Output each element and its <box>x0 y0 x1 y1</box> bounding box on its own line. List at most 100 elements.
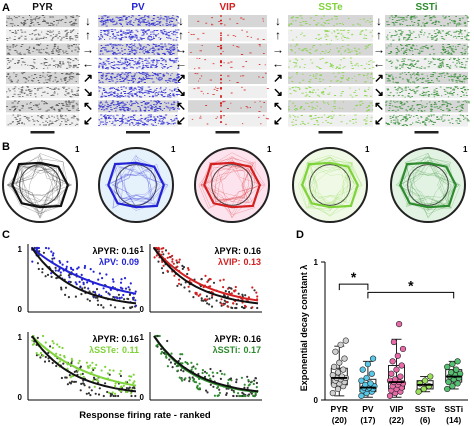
scale-bar <box>318 131 343 134</box>
cell-tuning-trace <box>20 165 73 205</box>
raster-spikes <box>6 29 79 41</box>
cell-tuning-trace <box>119 161 164 211</box>
data-point <box>415 388 422 395</box>
raster-spikes <box>220 15 222 25</box>
cell-type-label-sste: SSTe <box>318 2 343 13</box>
panel-label-c: C <box>2 229 10 241</box>
cell-tuning-trace <box>104 156 157 199</box>
raster-spikes <box>197 17 264 26</box>
raster-spikes <box>6 100 80 112</box>
raster-spikes <box>6 57 80 70</box>
arrow-left-icon: ← <box>175 57 187 71</box>
raster-spikes <box>193 86 269 96</box>
cell-tuning-trace <box>300 156 363 198</box>
arrow-up-left-icon: ↖ <box>83 99 93 113</box>
y-min-label: 0 <box>18 393 23 402</box>
count-label: (14) <box>446 415 461 425</box>
cell-tuning-trace <box>310 156 357 207</box>
mean-tuning-trace <box>399 161 457 209</box>
polar-inner-circle <box>211 164 253 206</box>
polar-inner-circle <box>309 164 351 206</box>
arrow-up-right-icon: ↗ <box>273 71 283 85</box>
cell-tuning-trace <box>214 165 265 203</box>
polar-scale-label: 1 <box>267 145 272 154</box>
polar-scale-label: 1 <box>463 145 468 154</box>
arrow-down-left-icon: ↙ <box>83 113 93 127</box>
cell-tuning-trace <box>216 165 246 201</box>
data-point <box>393 366 400 373</box>
cell-tuning-trace <box>405 152 452 219</box>
raster-spikes <box>385 71 469 84</box>
data-point <box>341 355 348 362</box>
raster-spikes <box>290 43 371 55</box>
arrow-up-icon: ↑ <box>275 28 281 42</box>
raster-band <box>288 29 373 42</box>
raster-spikes <box>6 71 81 84</box>
polar-inner-circle <box>115 164 157 206</box>
scatter-points <box>33 246 137 310</box>
raster-spikes <box>99 43 180 56</box>
category-label: SSTi <box>444 404 463 414</box>
y-max-label: 1 <box>140 245 145 254</box>
arrow-up-icon: ↑ <box>178 28 184 42</box>
y-min-label: 0 <box>140 393 145 402</box>
data-point <box>359 366 366 373</box>
arrow-up-left-icon: ↖ <box>273 99 283 113</box>
arrow-up-right-icon: ↗ <box>83 71 93 85</box>
raster-band <box>188 114 267 127</box>
fit-curve <box>31 335 137 387</box>
cell-type-label-pv: PV <box>131 2 145 13</box>
raster-spikes <box>98 86 180 98</box>
significance-star: * <box>351 269 357 285</box>
data-point <box>386 392 394 399</box>
cell-tuning-trace <box>407 164 449 206</box>
lambda-compare-label: λSSTe: 0.11 <box>89 345 139 355</box>
category-label: PV <box>362 404 374 414</box>
arrow-down-icon: ↓ <box>85 14 91 28</box>
data-point <box>370 355 377 362</box>
raster-band <box>288 100 373 113</box>
raster-spikes <box>385 114 470 126</box>
mean-tuning-trace <box>107 161 165 209</box>
lambda-ref-label: λPYR: 0.16 <box>214 334 261 344</box>
raster-spikes <box>289 114 373 126</box>
cell-tuning-trace <box>311 160 353 205</box>
raster-spikes <box>386 86 470 98</box>
panel-label-a: A <box>2 2 10 14</box>
polar-scale-label: 1 <box>75 145 80 154</box>
y-max-label: 1 <box>18 245 23 254</box>
arrow-down-left-icon: ↙ <box>374 113 384 127</box>
arrow-up-right-icon: ↗ <box>374 71 384 85</box>
data-point <box>388 370 395 377</box>
cell-tuning-trace <box>404 156 455 208</box>
count-label: (17) <box>360 415 375 425</box>
fit-curve <box>153 335 259 393</box>
data-point <box>444 385 451 393</box>
raster-spikes <box>220 74 222 84</box>
polar-scale-label: 1 <box>171 145 176 154</box>
arrow-down-icon: ↓ <box>275 14 281 28</box>
lambda-compare-symbol: λPV: <box>99 257 119 267</box>
raster-spikes <box>386 15 470 27</box>
raster-band <box>188 71 267 84</box>
cell-tuning-trace <box>7 168 57 219</box>
arrow-up-left-icon: ↖ <box>176 99 186 113</box>
cell-tuning-trace <box>205 161 256 215</box>
raster-band <box>288 86 373 99</box>
arrow-down-right-icon: ↘ <box>176 85 186 99</box>
raster-band <box>188 100 267 113</box>
raster-spikes <box>220 44 222 55</box>
arrow-down-left-icon: ↙ <box>273 113 283 127</box>
cell-tuning-trace <box>309 156 348 215</box>
data-point <box>453 366 460 373</box>
raster-spikes <box>98 57 180 70</box>
cell-tuning-trace <box>11 164 62 218</box>
panel-label-b: B <box>2 141 10 153</box>
category-label: VIP <box>390 404 404 414</box>
raster-spikes <box>98 29 180 41</box>
significance-bracket <box>367 291 455 299</box>
cell-tuning-trace <box>22 166 61 202</box>
data-point <box>449 383 456 390</box>
data-point <box>394 352 401 359</box>
